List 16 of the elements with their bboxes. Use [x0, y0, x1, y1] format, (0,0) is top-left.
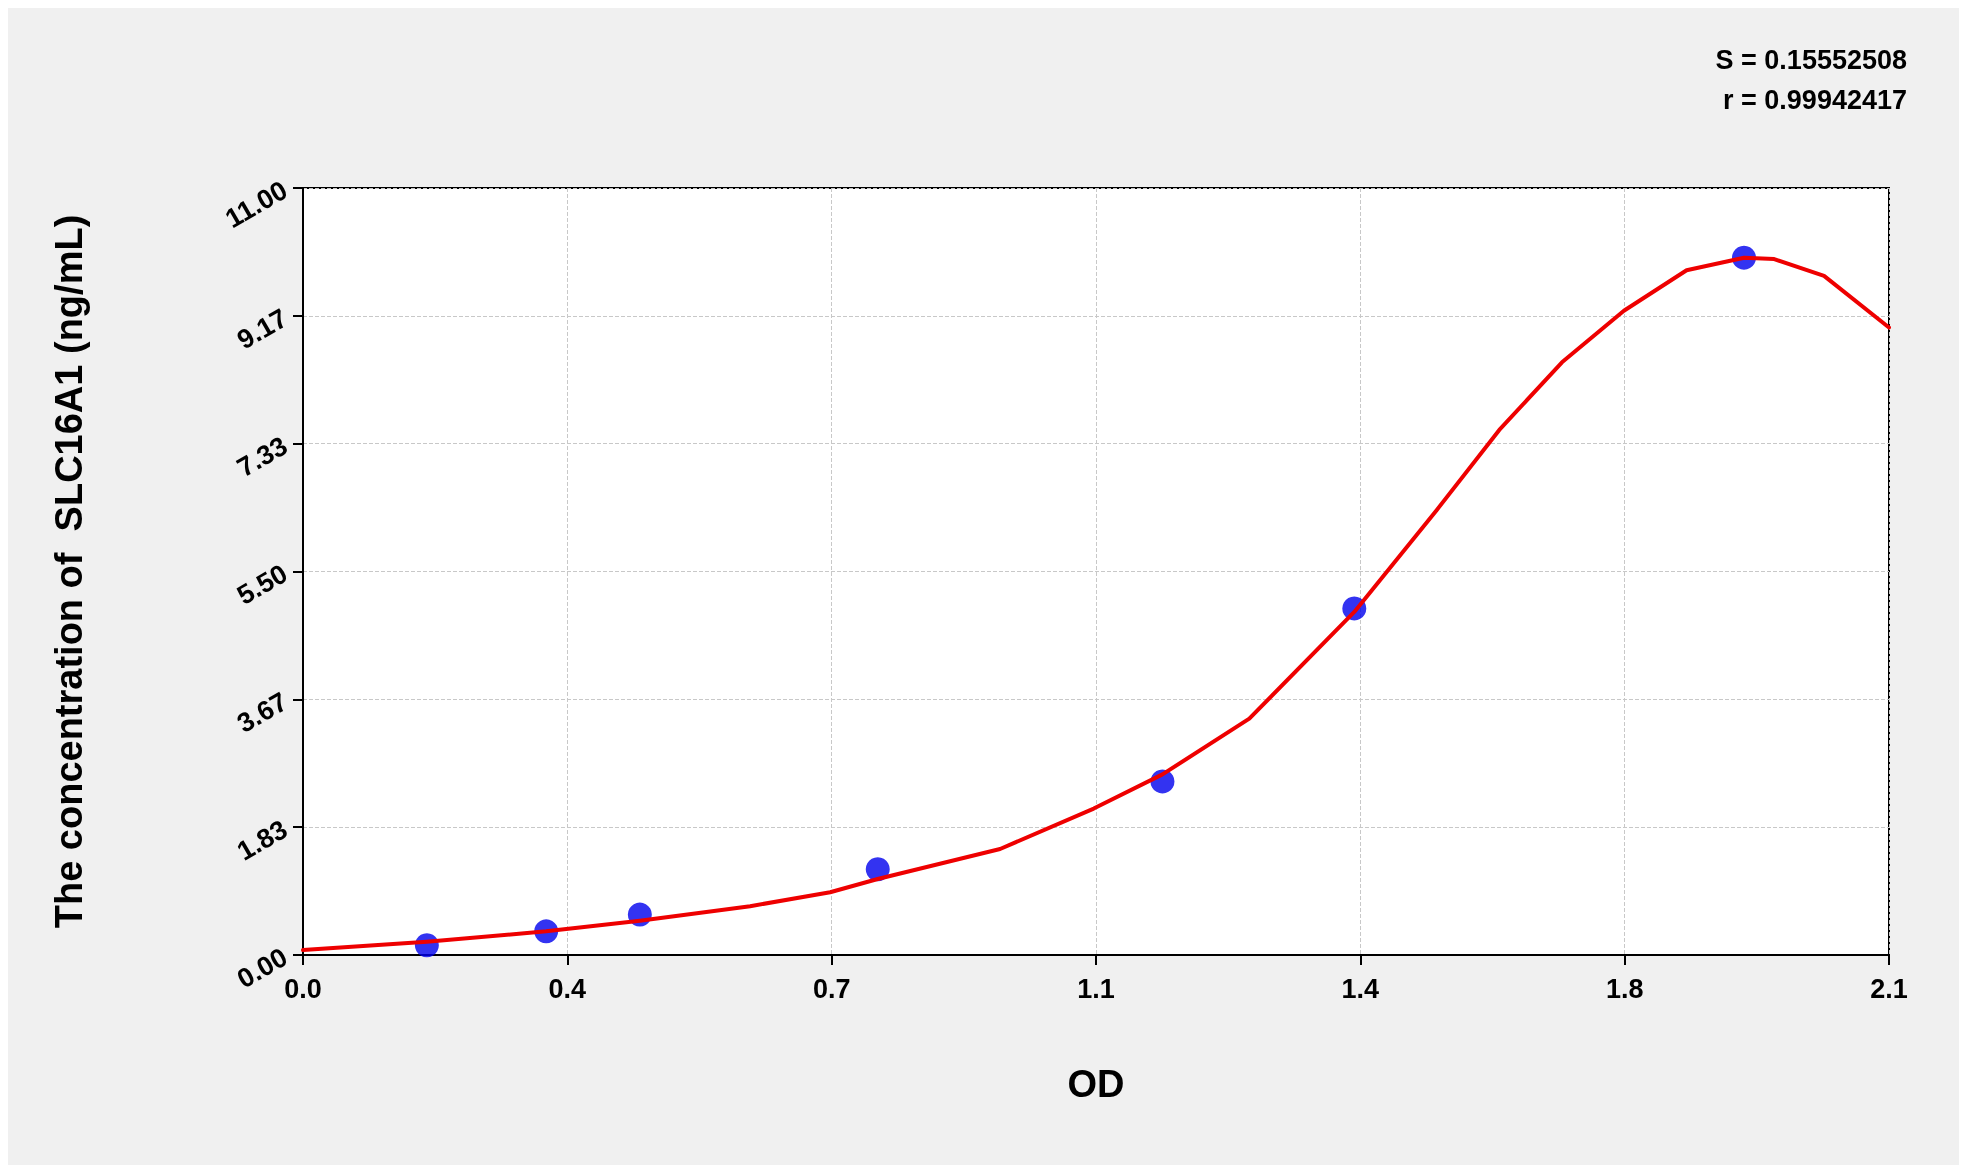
- text: r = 0.99942417: [1723, 84, 1907, 115]
- x-tick-label: 1.4: [1341, 973, 1380, 1004]
- y-tick-label: 3.67: [232, 686, 293, 739]
- x-tick-label: 0.7: [812, 973, 851, 1004]
- x-axis-title: OD: [1067, 1063, 1125, 1105]
- text: S = 0.15552508: [1715, 44, 1907, 75]
- y-axis-title: The concentration of SLC16A1 (ng/mL): [48, 214, 90, 929]
- y-tick-label: 5.50: [232, 558, 293, 611]
- x-tick-label: 1.1: [1077, 973, 1115, 1004]
- x-tick-label: 0.0: [284, 973, 322, 1004]
- x-tick-label: 0.4: [548, 973, 587, 1004]
- x-tick-label: 2.1: [1870, 973, 1908, 1004]
- y-tick-label: 7.33: [232, 430, 293, 483]
- y-tick-label: 1.83: [232, 814, 293, 867]
- y-tick-label: 9.17: [232, 302, 293, 356]
- x-tick-label: 1.8: [1605, 973, 1644, 1004]
